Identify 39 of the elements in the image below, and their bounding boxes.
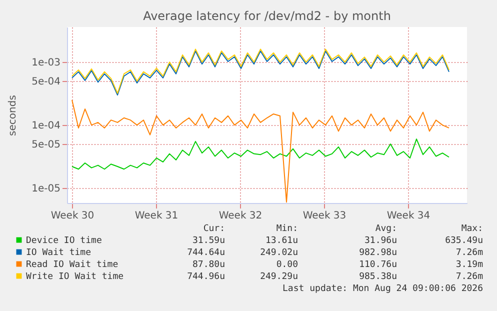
x-tick-label: Week 32 bbox=[218, 210, 262, 222]
text: 982.98u bbox=[359, 248, 397, 258]
x-tick-label: Week 31 bbox=[134, 210, 178, 222]
text: Cur: bbox=[203, 224, 225, 234]
legend-label: Write IO Wait time bbox=[26, 272, 124, 282]
y-axis-title: seconds bbox=[8, 95, 19, 136]
x-tick-label: Week 34 bbox=[386, 210, 430, 222]
text: 985.38u bbox=[359, 272, 397, 282]
text: 744.64u bbox=[187, 248, 225, 258]
text: 87.80u bbox=[192, 260, 225, 270]
y-tick-label: 5e-05 bbox=[32, 140, 60, 151]
legend-label: Read IO Wait time bbox=[26, 260, 118, 270]
text: Max: bbox=[461, 224, 483, 234]
text: 249.02u bbox=[260, 248, 298, 258]
text: 13.61u bbox=[265, 236, 298, 246]
text: 7.26m bbox=[456, 272, 483, 282]
line-series bbox=[72, 99, 450, 203]
text: Avg: bbox=[375, 224, 397, 234]
x-tick-label: Week 30 bbox=[50, 210, 94, 222]
text: 0.00 bbox=[276, 260, 298, 270]
legend-label: IO Wait time bbox=[26, 248, 92, 258]
x-tick-label: Week 33 bbox=[302, 210, 346, 222]
line-series bbox=[72, 138, 450, 170]
legend-label: Device IO time bbox=[26, 236, 102, 246]
text: 7.26m bbox=[456, 248, 483, 258]
text: 110.76u bbox=[359, 260, 397, 270]
text: 3.19m bbox=[456, 260, 483, 270]
text: 31.96u bbox=[364, 236, 397, 246]
y-tick-label: 1e-03 bbox=[32, 58, 60, 69]
text: Last update: Mon Aug 24 09:00:06 2026 bbox=[282, 284, 483, 294]
y-tick-label: 5e-04 bbox=[32, 76, 60, 88]
chart-title: Average latency for /dev/md2 - by month bbox=[143, 9, 391, 23]
y-tick-label: 1e-04 bbox=[32, 120, 60, 132]
y-tick-label: 1e-05 bbox=[32, 184, 60, 195]
text: 635.49u bbox=[445, 236, 483, 246]
text: 744.96u bbox=[187, 272, 225, 282]
text: Min: bbox=[276, 224, 298, 234]
text: 31.59u bbox=[192, 236, 225, 246]
text: 249.29u bbox=[260, 272, 298, 282]
